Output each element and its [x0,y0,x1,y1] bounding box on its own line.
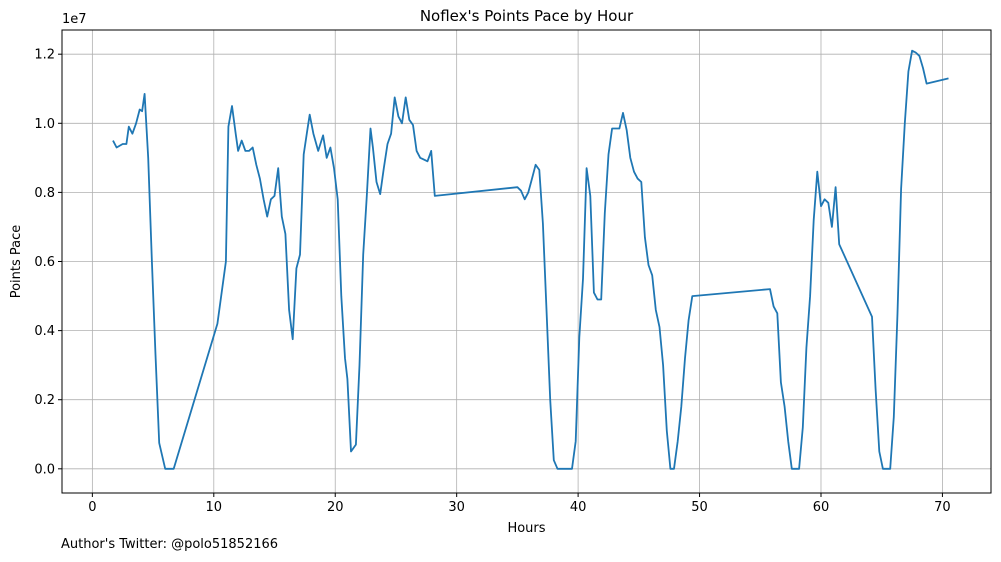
y-tick-label: 0.4 [34,324,55,339]
x-tick-label: 0 [88,500,96,515]
x-tick-label: 40 [570,500,587,515]
y-tick-label: 0.0 [34,462,55,477]
x-tick-label: 50 [691,500,708,515]
series-layer [112,49,949,470]
tick-layer: 0 10 20 30 40 50 60 70 0.0 0.2 0.4 0.6 0.8 1.0 1.2 [34,48,950,515]
y-axis-label: Points Pace [9,225,24,299]
y-tick-label: 0.6 [34,255,55,270]
x-tick-label: 10 [206,500,223,515]
y-scale-label: 1e7 [62,12,87,27]
y-tick-label: 0.2 [34,393,55,408]
y-tick-label: 1.2 [34,48,55,63]
x-tick-label: 60 [813,500,830,515]
y-tick-label: 1.0 [34,117,55,132]
x-tick-label: 30 [448,500,465,515]
x-tick-label: 20 [327,500,344,515]
x-tick-label: 70 [934,500,951,515]
y-tick-label: 0.8 [34,186,55,201]
author-credit: Author's Twitter: @polo51852166 [61,537,279,552]
x-axis-label: Hours [507,521,545,536]
chart-title: Noflex's Points Pace by Hour [420,7,634,25]
series-line [112,49,949,470]
